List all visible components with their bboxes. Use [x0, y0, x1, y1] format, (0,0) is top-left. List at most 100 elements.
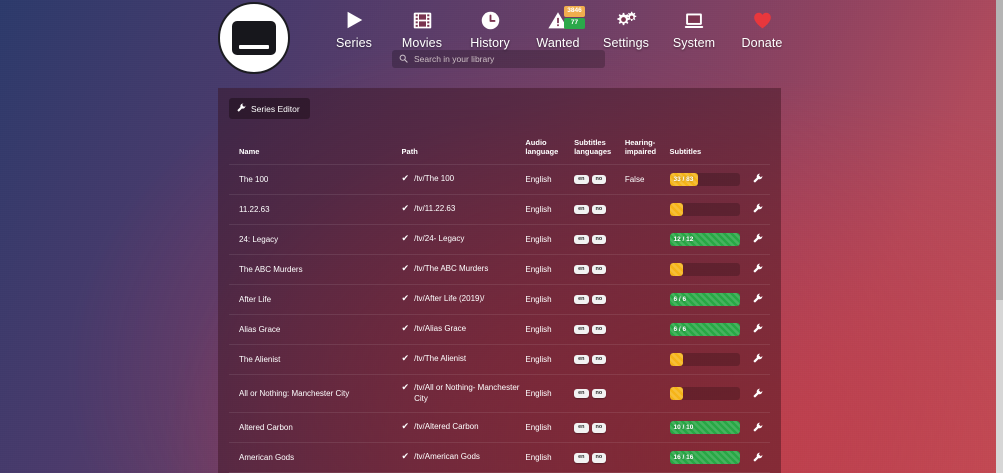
table-row[interactable]: The 100 ✔ /tv/The 100 English en no False 3… [229, 164, 770, 194]
language-badge[interactable]: no [591, 354, 607, 364]
language-badge[interactable]: en [574, 294, 589, 304]
table-row[interactable]: 24: Legacy ✔ /tv/24- Legacy English en no … [229, 224, 770, 254]
wrench-icon [753, 231, 763, 246]
cell-path: ✔ /tv/All or Nothing- Manchester City [402, 374, 526, 413]
page-scrollbar[interactable] [996, 0, 1003, 473]
cell-subtitles: 16 / 16 [669, 443, 746, 473]
search-icon [399, 50, 408, 68]
language-badge[interactable]: en [574, 234, 589, 244]
cell-subtitles-languages: en no [574, 164, 625, 194]
cell-audio-language: English [525, 324, 552, 334]
cell-path: ✔ /tv/Alias Grace [402, 314, 526, 344]
cell-name: The 100 [239, 174, 269, 184]
nav-list: Series Movies [320, 6, 796, 52]
language-badge[interactable]: en [574, 324, 589, 334]
subtitles-progress: 10 / 10 [669, 421, 740, 435]
check-icon: ✔ [401, 421, 410, 432]
table-row[interactable]: The Alienist ✔ /tv/The Alienist English e… [229, 344, 770, 374]
cell-audio-language: English [525, 264, 552, 274]
page-scrollbar-thumb[interactable] [996, 0, 1003, 300]
table-row[interactable]: Alias Grace ✔ /tv/Alias Grace English en n… [229, 314, 770, 344]
language-badge[interactable]: no [591, 264, 607, 274]
language-badge[interactable]: en [574, 453, 589, 463]
cell-actions [746, 254, 770, 284]
subtitles-progress-label: 33 / 83 [673, 175, 694, 183]
cell-subtitles: 6 / 6 [669, 314, 746, 344]
wrench-icon [753, 450, 763, 465]
th-audio-language[interactable]: Audio language [525, 138, 559, 157]
edit-series-button[interactable] [753, 353, 763, 363]
language-badge[interactable]: en [574, 423, 589, 433]
cell-name: 11.22.63 [239, 204, 270, 214]
th-hearing-impaired[interactable]: Hearing-impaired [624, 138, 657, 157]
cell-name: After Life [239, 294, 272, 304]
nav-item-series[interactable]: Series [320, 8, 388, 52]
path-text: /tv/The ABC Murders [414, 263, 489, 273]
table-row[interactable]: The ABC Murders ✔ /tv/The ABC Murders En… [229, 254, 770, 284]
subtitles-progress: 6 / 6 [669, 292, 740, 306]
nav-label-system: System [672, 36, 716, 50]
th-name[interactable]: Name [239, 147, 260, 157]
subtitles-progress-label: 10 / 10 [673, 424, 694, 432]
table-row[interactable]: All or Nothing: Manchester City ✔ /tv/Al… [229, 374, 770, 413]
language-badge[interactable]: no [591, 453, 607, 463]
cell-subtitles: 6 / 6 [669, 284, 746, 314]
table-row[interactable]: Altered Carbon ✔ /tv/Altered Carbon Engl… [229, 412, 770, 443]
language-badge[interactable]: no [591, 324, 607, 334]
search-input[interactable] [414, 54, 598, 64]
series-table: Name Path Audio language Subtitles langu… [229, 138, 770, 473]
cell-audio-language: English [525, 423, 552, 433]
edit-series-button[interactable] [753, 422, 763, 432]
th-subtitles-languages[interactable]: Subtitles languages [574, 138, 612, 157]
app-logo[interactable] [218, 2, 290, 74]
top-header: Series Movies [0, 0, 1003, 82]
main-navigation: Series Movies [320, 6, 796, 52]
cell-subtitles-languages: en no [574, 443, 625, 473]
cell-subtitles-languages: en no [574, 374, 625, 413]
heart-icon [751, 8, 774, 32]
edit-series-button[interactable] [753, 173, 763, 183]
path-text: /tv/24- Legacy [414, 233, 465, 243]
language-badge[interactable]: no [591, 294, 607, 304]
cell-subtitles-languages: en no [574, 344, 625, 374]
language-badge[interactable]: en [574, 174, 589, 184]
edit-series-button[interactable] [753, 233, 763, 243]
language-badge[interactable]: en [574, 388, 589, 399]
cell-path: ✔ /tv/11.22.63 [402, 194, 526, 224]
language-badge[interactable]: en [574, 264, 589, 274]
edit-series-button[interactable] [753, 203, 763, 213]
series-editor-button[interactable]: Series Editor [229, 98, 310, 119]
edit-series-button[interactable] [753, 323, 763, 333]
language-badge[interactable]: no [591, 174, 607, 184]
cell-audio-language: English [525, 294, 552, 304]
edit-series-button[interactable] [753, 452, 763, 462]
nav-item-settings[interactable]: Settings [592, 8, 660, 52]
language-badge[interactable]: en [574, 354, 589, 364]
table-row[interactable]: After Life ✔ /tv/After Life (2019)/ Engl… [229, 284, 770, 314]
cell-hearing-impaired [625, 224, 670, 254]
nav-item-system[interactable]: System [660, 8, 728, 52]
edit-series-button[interactable] [753, 293, 763, 303]
table-row[interactable]: American Gods ✔ /tv/American Gods Englis… [229, 442, 770, 473]
cell-hearing-impaired [625, 194, 670, 224]
th-subtitles[interactable]: Subtitles [669, 147, 702, 157]
edit-series-button[interactable] [753, 263, 763, 273]
nav-label-settings: Settings [603, 36, 649, 50]
cell-subtitles-languages: en no [574, 254, 625, 284]
language-badge[interactable]: no [591, 388, 607, 399]
nav-item-history[interactable]: History [456, 8, 524, 52]
language-badge[interactable]: no [591, 204, 607, 214]
clock-icon [480, 8, 501, 32]
nav-item-wanted[interactable]: 3846 77 Wanted [524, 6, 592, 52]
check-icon: ✔ [401, 322, 410, 333]
cell-hearing-impaired: False [624, 174, 645, 184]
language-badge[interactable]: no [591, 423, 607, 433]
nav-item-donate[interactable]: Donate [728, 8, 796, 52]
edit-series-button[interactable] [753, 388, 763, 398]
language-badge[interactable]: no [591, 234, 607, 244]
nav-item-movies[interactable]: Movies [388, 8, 456, 52]
th-path[interactable]: Path [401, 147, 418, 157]
search-bar[interactable] [392, 50, 605, 68]
language-badge[interactable]: en [574, 204, 589, 214]
